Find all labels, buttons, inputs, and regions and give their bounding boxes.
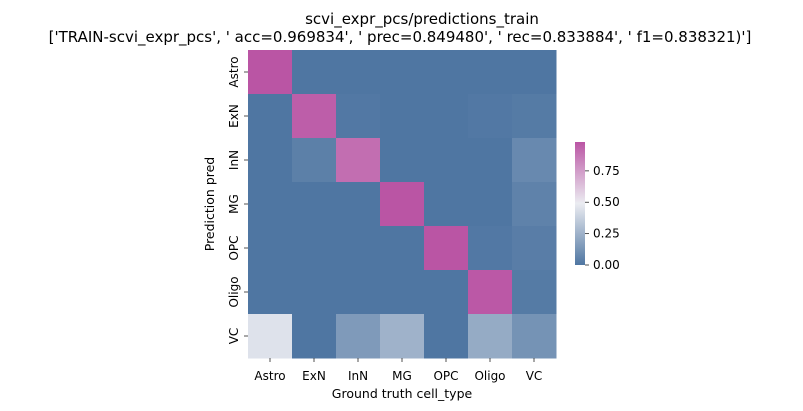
heatmap-cell [380,226,425,271]
heatmap-cell [512,226,557,271]
heatmap-cell [336,226,381,271]
colorbar-tick-label: 0.75 [593,164,620,178]
heatmap-cell [424,226,469,271]
heatmap-cell [380,182,425,227]
heatmap-cell [248,226,293,271]
heatmap-cell [424,50,469,95]
heatmap-cell [336,314,381,359]
heatmap-cell [292,182,337,227]
heatmap-cell [248,270,293,315]
colorbar-tick-label: 0.50 [593,195,620,209]
heatmap-cell [468,226,513,271]
colorbar-tick-label: 0.25 [593,227,620,241]
heatmap-cell [468,94,513,139]
heatmap-cell [336,182,381,227]
heatmap-cell [424,314,469,359]
heatmap-cell [336,270,381,315]
heatmap-cell [424,270,469,315]
y-axis-label: Prediction pred [202,157,217,252]
heatmap-cell [248,50,293,95]
y-tick-label: Oligo [227,276,241,307]
heatmap-cell [380,314,425,359]
heatmap-cell [512,94,557,139]
y-tick-label: InN [227,150,241,170]
chart-title: scvi_expr_pcs/predictions_train [305,10,539,29]
colorbar: 0.00 0.25 0.50 0.75 [575,142,620,272]
heatmap-cell [292,94,337,139]
heatmap-cell [248,314,293,359]
heatmap-cell [468,270,513,315]
heatmap-cell [424,138,469,183]
x-axis-label: Ground truth cell_type [332,386,473,401]
heatmap-cell [336,94,381,139]
heatmap-cell [248,182,293,227]
heatmap-cell [512,314,557,359]
x-tick-label: InN [348,369,368,383]
x-tick-label: ExN [302,369,326,383]
heatmap-cell [512,50,557,95]
colorbar-tick-label: 0.00 [593,258,620,272]
y-axis-ticks: Astro ExN InN MG OPC Oligo VC [227,56,248,344]
heatmap-cell [380,138,425,183]
heatmap-cell [248,138,293,183]
heatmap-cell [292,50,337,95]
heatmap-cell [468,138,513,183]
x-tick-label: Oligo [474,369,505,383]
heatmap-cell [468,182,513,227]
heatmap-cell [292,314,337,359]
heatmap-cells [248,50,557,359]
heatmap-cell [512,138,557,183]
heatmap-cell [468,314,513,359]
heatmap-cell [336,50,381,95]
heatmap-cell [292,270,337,315]
heatmap-cell [380,270,425,315]
heatmap-cell [292,226,337,271]
y-tick-label: ExN [227,104,241,128]
y-tick-label: OPC [227,235,241,260]
y-tick-label: MG [227,194,241,214]
x-tick-label: Astro [254,369,285,383]
heatmap-cell [336,138,381,183]
x-axis-ticks: Astro ExN InN MG OPC Oligo VC [254,358,542,383]
heatmap-cell [512,270,557,315]
x-tick-label: VC [526,369,543,383]
x-tick-label: OPC [433,369,458,383]
heatmap-cell [424,182,469,227]
y-tick-label: Astro [227,56,241,87]
heatmap-cell [380,94,425,139]
heatmap-cell [380,50,425,95]
x-tick-label: MG [392,369,412,383]
y-tick-label: VC [227,328,241,345]
chart-subtitle: ['TRAIN-scvi_expr_pcs', ' acc=0.969834',… [49,28,752,47]
heatmap-cell [468,50,513,95]
heatmap-cell [424,94,469,139]
colorbar-gradient [575,142,585,265]
heatmap-cell [248,94,293,139]
heatmap-cell [292,138,337,183]
heatmap-cell [512,182,557,227]
